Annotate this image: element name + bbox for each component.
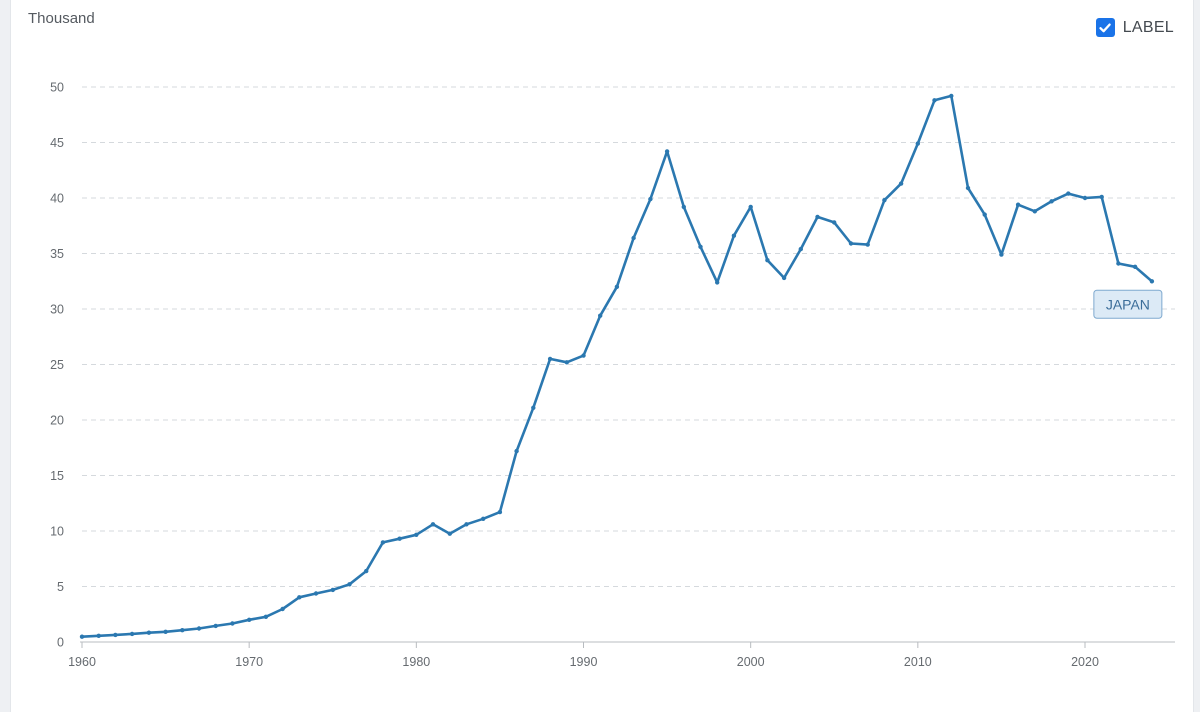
data-point[interactable]: [564, 360, 569, 365]
y-tick-label: 25: [50, 358, 64, 372]
left-panel-edge: [0, 0, 11, 712]
data-point[interactable]: [832, 220, 837, 225]
label-checkbox[interactable]: [1095, 18, 1115, 37]
data-point[interactable]: [1099, 194, 1104, 200]
data-point[interactable]: [1149, 279, 1155, 284]
data-point[interactable]: [163, 629, 168, 634]
data-point[interactable]: [932, 98, 937, 103]
data-point[interactable]: [1116, 261, 1121, 266]
data-point[interactable]: [1132, 264, 1138, 269]
data-point[interactable]: [982, 212, 987, 217]
data-point[interactable]: [781, 275, 787, 281]
data-point[interactable]: [247, 617, 252, 622]
data-point[interactable]: [531, 405, 536, 410]
data-point[interactable]: [297, 595, 302, 600]
data-point[interactable]: [230, 621, 235, 626]
data-point[interactable]: [915, 141, 920, 146]
data-point[interactable]: [113, 632, 118, 638]
data-point[interactable]: [1066, 191, 1071, 196]
x-tick-label: 1970: [235, 655, 263, 669]
data-point[interactable]: [347, 582, 352, 587]
y-tick-label: 15: [50, 469, 64, 483]
data-point[interactable]: [464, 522, 469, 527]
data-point[interactable]: [598, 313, 603, 318]
data-point[interactable]: [364, 568, 369, 574]
label-toggle-text: LABEL: [1122, 18, 1174, 36]
data-point[interactable]: [698, 244, 703, 249]
data-point[interactable]: [715, 280, 720, 285]
label-toggle[interactable]: LABEL: [1095, 18, 1174, 37]
data-point[interactable]: [180, 628, 185, 633]
y-tick-label: 20: [50, 414, 64, 428]
data-point[interactable]: [581, 353, 586, 358]
series-tag-box: [1093, 289, 1163, 319]
data-point[interactable]: [263, 614, 269, 619]
x-tick-label: 1980: [402, 655, 430, 669]
data-point[interactable]: [330, 587, 335, 593]
x-tick-label: 1990: [570, 655, 598, 669]
x-tick-label: 2020: [1071, 655, 1099, 669]
data-point[interactable]: [765, 258, 770, 263]
data-point[interactable]: [815, 214, 820, 220]
axis-layer: 0 5 10 15 20 25 30 35 40 45 50 1960 1970 1980 1990 2000…: [50, 81, 1175, 669]
data-point[interactable]: [1015, 202, 1021, 207]
checkmark-icon: [1099, 22, 1111, 32]
data-point[interactable]: [79, 634, 85, 639]
data-point[interactable]: [196, 626, 202, 631]
y-tick-label: 50: [50, 81, 64, 95]
y-tick-label: 0: [57, 636, 64, 650]
y-axis-unit-label: Thousand: [28, 10, 95, 27]
data-point[interactable]: [965, 185, 971, 191]
data-point[interactable]: [430, 522, 436, 527]
data-point[interactable]: [380, 540, 386, 545]
series-layer: [79, 93, 1155, 639]
data-point[interactable]: [397, 536, 402, 541]
data-point[interactable]: [481, 516, 486, 521]
series-tag-label: JAPAN: [1106, 296, 1150, 312]
data-point[interactable]: [748, 204, 753, 210]
data-point[interactable]: [129, 631, 135, 637]
data-point[interactable]: [999, 252, 1004, 257]
data-point[interactable]: [848, 241, 854, 246]
data-point[interactable]: [664, 149, 670, 154]
y-tick-label: 10: [50, 525, 64, 539]
grid-layer: [82, 86, 1175, 587]
x-tick-label: 2010: [904, 655, 932, 669]
data-point[interactable]: [648, 196, 653, 202]
data-point[interactable]: [631, 235, 636, 241]
data-point[interactable]: [731, 233, 737, 238]
data-point[interactable]: [898, 181, 904, 186]
data-point[interactable]: [882, 198, 887, 203]
y-tick-label: 45: [50, 136, 64, 150]
y-tick-label: 40: [50, 192, 64, 206]
data-point[interactable]: [798, 246, 803, 252]
y-tick-label: 30: [50, 303, 64, 317]
data-point[interactable]: [96, 633, 101, 638]
data-point[interactable]: [514, 448, 519, 454]
data-point[interactable]: [614, 284, 620, 289]
data-point[interactable]: [313, 591, 319, 596]
series-tag-layer: JAPAN: [1093, 289, 1163, 319]
data-point[interactable]: [681, 204, 686, 210]
data-point[interactable]: [497, 509, 503, 515]
right-panel-edge: [1193, 0, 1200, 712]
data-point[interactable]: [447, 531, 452, 536]
series-line-japan: [81, 94, 1153, 638]
data-point[interactable]: [280, 606, 285, 612]
y-tick-label: 5: [57, 580, 64, 594]
x-tick-label: 2000: [737, 655, 765, 669]
data-point[interactable]: [949, 93, 954, 99]
data-point[interactable]: [865, 242, 870, 247]
series-tag: JAPAN: [1093, 289, 1163, 319]
data-point[interactable]: [1082, 195, 1088, 201]
data-point[interactable]: [414, 532, 419, 537]
data-point[interactable]: [1049, 199, 1054, 204]
data-point[interactable]: [547, 356, 553, 362]
data-point[interactable]: [213, 623, 218, 629]
y-tick-label: 35: [50, 247, 64, 261]
data-point[interactable]: [1032, 209, 1038, 214]
data-point[interactable]: [146, 630, 152, 635]
x-tick-label: 1960: [68, 655, 96, 669]
